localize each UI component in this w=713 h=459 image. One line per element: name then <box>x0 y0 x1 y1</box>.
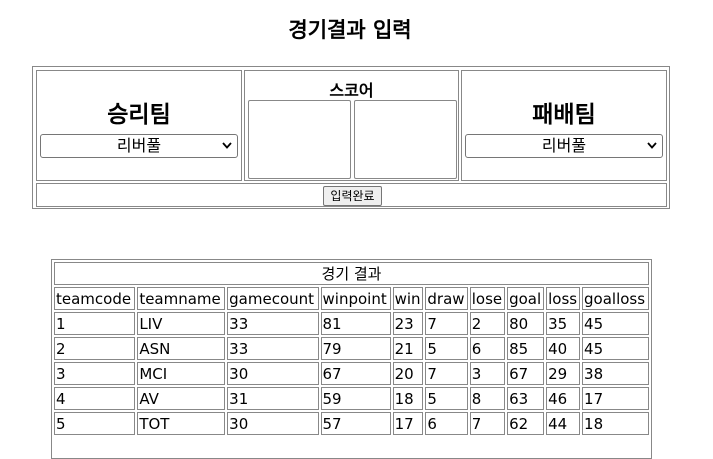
table-cell: 35 <box>546 312 581 335</box>
results-caption: 경기 결과 <box>54 262 649 285</box>
column-header: loss <box>546 287 581 310</box>
column-header: teamname <box>137 287 226 310</box>
match-input-panel: 승리팀 리버풀 스코어 패배팀 리버풀 입력완료 <box>32 66 670 209</box>
table-cell: 18 <box>582 412 649 435</box>
winner-heading: 승리팀 <box>107 102 171 128</box>
column-header: teamcode <box>54 287 136 310</box>
table-cell: 30 <box>227 412 319 435</box>
table-cell: 18 <box>392 387 424 410</box>
table-cell: 31 <box>227 387 319 410</box>
table-cell: 59 <box>320 387 391 410</box>
table-cell: 67 <box>507 362 545 385</box>
results-table: 경기 결과 teamcode teamname gamecount winpoi… <box>51 259 652 459</box>
header-row: teamcode teamname gamecount winpoint win… <box>54 287 649 310</box>
table-cell: 85 <box>507 337 545 360</box>
table-cell: 38 <box>582 362 649 385</box>
column-header: gamecount <box>227 287 319 310</box>
score-heading: 스코어 <box>329 81 374 100</box>
loser-cell: 패배팀 리버풀 <box>461 70 667 181</box>
table-cell: 17 <box>392 412 424 435</box>
table-cell: 7 <box>425 362 468 385</box>
table-cell: 30 <box>227 362 319 385</box>
table-cell: 3 <box>469 362 506 385</box>
table-row: 4 AV 31 59 18 5 8 63 46 17 <box>54 387 649 410</box>
table-cell: 44 <box>546 412 581 435</box>
winner-select-value: 리버풀 <box>116 136 162 155</box>
table-cell: 3 <box>54 362 136 385</box>
table-cell: 2 <box>54 337 136 360</box>
winner-cell: 승리팀 리버풀 <box>36 70 242 181</box>
column-header: win <box>392 287 424 310</box>
table-cell: 7 <box>425 312 468 335</box>
table-cell: 79 <box>320 337 391 360</box>
table-row: 2 ASN 33 79 21 5 6 85 40 45 <box>54 337 649 360</box>
table-cell: 33 <box>227 312 319 335</box>
winner-team-select[interactable]: 리버풀 <box>40 134 238 158</box>
table-cell: MCI <box>137 362 226 385</box>
loser-team-select[interactable]: 리버풀 <box>465 134 663 158</box>
table-cell: 6 <box>469 337 506 360</box>
table-row: 3 MCI 30 67 20 7 3 67 29 38 <box>54 362 649 385</box>
table-cell: 2 <box>469 312 506 335</box>
table-cell: AV <box>137 387 226 410</box>
column-header: goal <box>507 287 545 310</box>
table-row: 1 LIV 33 81 23 7 2 80 35 45 <box>54 312 649 335</box>
table-cell: 5 <box>425 387 468 410</box>
table-cell: 7 <box>469 412 506 435</box>
table-cell: 40 <box>546 337 581 360</box>
loser-score-input[interactable] <box>354 100 457 179</box>
column-header: winpoint <box>320 287 391 310</box>
table-cell: 20 <box>392 362 424 385</box>
table-cell: 5 <box>54 412 136 435</box>
table-cell: 45 <box>582 312 649 335</box>
table-cell: 23 <box>392 312 424 335</box>
table-cell: 62 <box>507 412 545 435</box>
table-cell: 1 <box>54 312 136 335</box>
table-cell: 21 <box>392 337 424 360</box>
table-row: 5 TOT 30 57 17 6 7 62 44 18 <box>54 412 649 435</box>
column-header: goalloss <box>582 287 649 310</box>
chevron-down-icon <box>647 142 657 149</box>
winner-score-input[interactable] <box>248 100 351 179</box>
table-cell: 5 <box>425 337 468 360</box>
table-cell: 8 <box>469 387 506 410</box>
chevron-down-icon <box>222 142 232 149</box>
table-cell: 45 <box>582 337 649 360</box>
table-cell: 33 <box>227 337 319 360</box>
table-cell: LIV <box>137 312 226 335</box>
table-cell: TOT <box>137 412 226 435</box>
table-cell: 63 <box>507 387 545 410</box>
submit-cell: 입력완료 <box>36 183 667 207</box>
loser-select-value: 리버풀 <box>541 136 587 155</box>
table-cell: 57 <box>320 412 391 435</box>
table-cell: 29 <box>546 362 581 385</box>
table-cell: 6 <box>425 412 468 435</box>
table-cell: 80 <box>507 312 545 335</box>
table-cell: 46 <box>546 387 581 410</box>
table-cell: 81 <box>320 312 391 335</box>
column-header: lose <box>469 287 506 310</box>
column-header: draw <box>425 287 468 310</box>
table-cell: 4 <box>54 387 136 410</box>
loser-heading: 패배팀 <box>532 102 596 128</box>
page-title: 경기결과 입력 <box>288 18 412 42</box>
submit-button[interactable]: 입력완료 <box>323 186 382 206</box>
table-cell: ASN <box>137 337 226 360</box>
table-cell: 67 <box>320 362 391 385</box>
table-cell: 17 <box>582 387 649 410</box>
score-cell: 스코어 <box>244 70 459 181</box>
